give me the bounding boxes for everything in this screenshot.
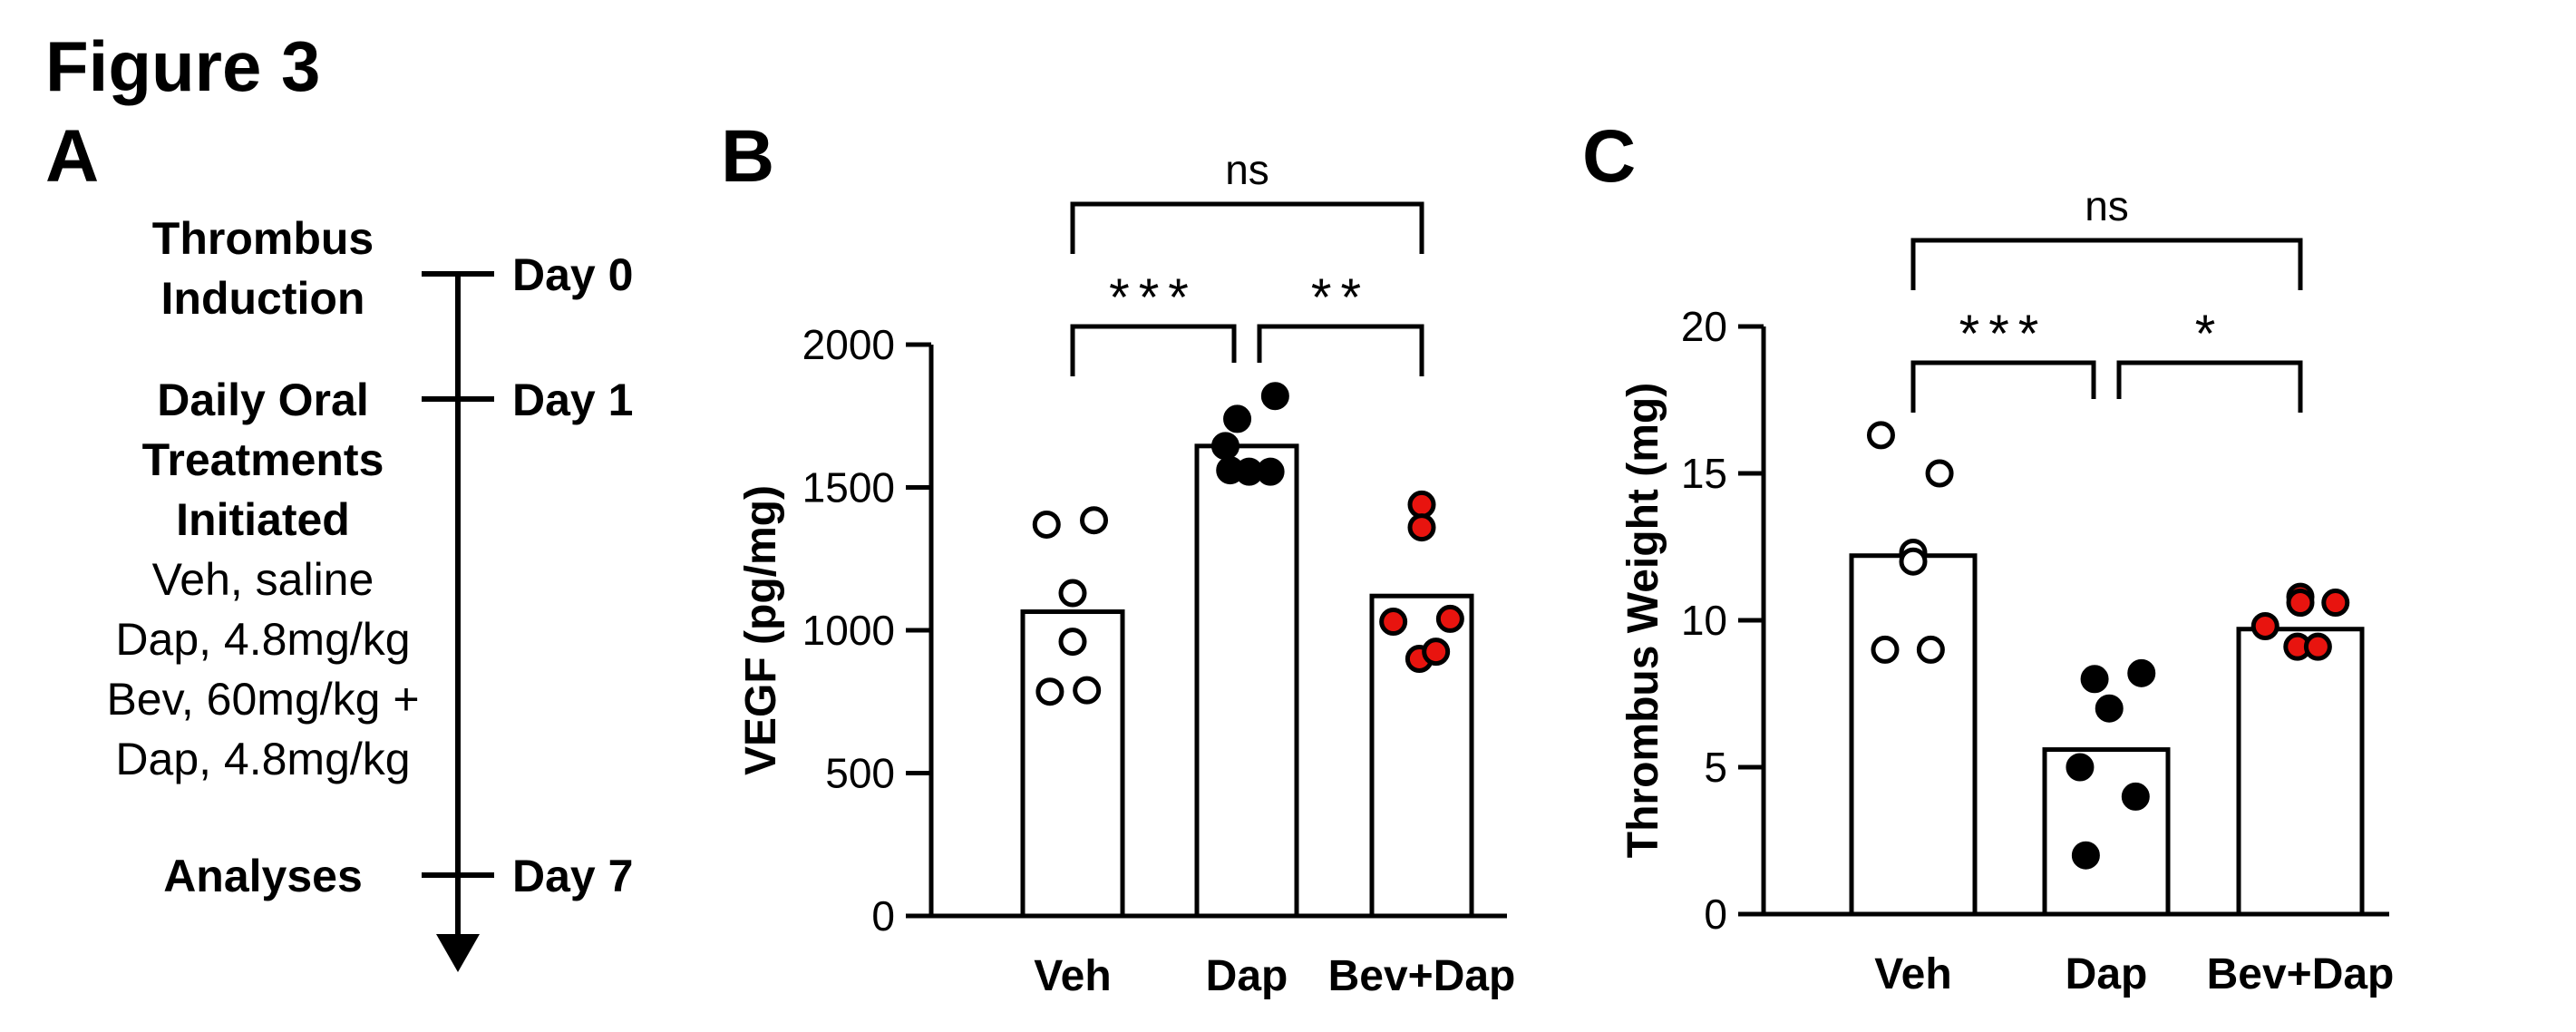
data-point: [1256, 457, 1285, 486]
significance-bracket: [1070, 324, 1237, 376]
significance-bracket: [2116, 360, 2303, 413]
data-point: [2080, 665, 2109, 694]
significance-label: ns: [2085, 182, 2129, 229]
x-tick-label: Veh: [1034, 952, 1111, 1000]
y-tick-label: 20: [1681, 303, 1727, 350]
y-tick-label: 0: [1704, 891, 1727, 938]
data-point: [1871, 635, 1900, 664]
data-point: [2250, 611, 2280, 640]
data-point: [1210, 432, 1239, 461]
data-point: [2121, 782, 2150, 811]
significance-label: **: [1311, 268, 1370, 327]
data-point: [2095, 694, 2124, 723]
timeline-treatment-detail: Dap, 4.8mg/kg: [115, 614, 410, 665]
bar-bev-dap: [1369, 593, 1474, 919]
data-point: [2127, 658, 2156, 687]
data-point: [1379, 608, 1408, 637]
y-tick-label: 15: [1681, 450, 1727, 497]
timeline-treatment-detail: Bev, 60mg/kg +: [106, 674, 419, 725]
data-point: [2303, 632, 2332, 661]
y-axis-label: VEGF (pg/mg): [737, 485, 785, 775]
data-point: [2071, 841, 2100, 870]
y-tick-label: 500: [825, 750, 895, 797]
panel-b-chart: B 0 500 1000 1500 2000 VEGF (pg/mg) Veh Dap Bev+D…: [721, 115, 1515, 1000]
data-point: [1899, 547, 1928, 576]
significance-bracket: [1257, 324, 1424, 376]
data-point: [1407, 513, 1436, 542]
y-tick-label: 2000: [802, 321, 895, 368]
timeline-event-label: Daily Oral: [157, 375, 368, 425]
significance-label: ***: [1109, 268, 1198, 327]
data-point: [1058, 628, 1087, 657]
y-tick-label: 1500: [802, 464, 895, 511]
panel-label: C: [1582, 115, 1636, 198]
data-point: [1260, 382, 1289, 411]
timeline-event-label: Initiated: [176, 494, 350, 545]
x-tick-label: Bev+Dap: [1328, 952, 1516, 1000]
significance-label: ***: [1959, 305, 2048, 364]
significance-label: *: [2195, 305, 2225, 364]
timeline-treatment-detail: Veh, saline: [152, 554, 374, 605]
timeline-treatment-detail: Dap, 4.8mg/kg: [115, 734, 410, 784]
timeline-arrowhead: [436, 934, 480, 972]
data-point: [1073, 676, 1102, 705]
data-point: [2066, 753, 2095, 782]
y-tick-label: 10: [1681, 597, 1727, 644]
panel-a-timeline: Day 0 Thrombus Induction Day 1 Daily Oral Tre…: [106, 213, 633, 972]
data-point: [1035, 677, 1064, 706]
data-point: [1866, 421, 1895, 450]
y-axis-label: Thrombus Weight (mg): [1619, 383, 1667, 858]
significance-bracket: [1070, 201, 1424, 254]
y-tick-label: 0: [871, 892, 895, 940]
timeline-event-label: Thrombus: [152, 213, 374, 264]
x-tick-label: Veh: [1874, 950, 1951, 998]
figure-title: Figure 3: [45, 26, 320, 106]
bar-bev-dap: [2236, 627, 2365, 917]
data-point: [1916, 635, 1945, 664]
significance-bracket: [1910, 360, 2096, 413]
data-point: [2286, 589, 2315, 618]
data-point: [1058, 579, 1087, 608]
bar-veh: [1849, 553, 1978, 917]
timeline-day-label: Day 0: [512, 249, 633, 300]
data-point: [1925, 459, 1954, 488]
timeline-event-label: Treatments: [142, 434, 384, 485]
timeline-day-label: Day 1: [512, 375, 633, 425]
bar-veh: [1020, 609, 1125, 919]
bar-dap: [2042, 747, 2171, 917]
data-point: [1223, 404, 1252, 433]
data-point: [1032, 510, 1061, 539]
timeline-event-label: Analyses: [163, 851, 363, 901]
significance-label: ns: [1225, 146, 1269, 193]
y-tick-label: 1000: [802, 607, 895, 654]
data-point: [1435, 604, 1464, 633]
data-point: [1422, 638, 1451, 667]
panel-c-chart: C 0 5 10 15 20 Thrombus Weight (mg) Veh Dap Bev+D…: [1582, 115, 2394, 998]
panel-label: B: [721, 115, 774, 198]
x-tick-label: Dap: [2066, 950, 2148, 998]
data-point: [1216, 456, 1245, 485]
data-point: [2321, 589, 2350, 618]
x-tick-label: Bev+Dap: [2207, 950, 2395, 998]
significance-bracket: [1910, 238, 2303, 290]
bar-dap: [1194, 443, 1299, 919]
y-tick-label: 5: [1704, 744, 1727, 791]
data-point: [1407, 490, 1436, 519]
panel-a-label: A: [45, 115, 99, 198]
x-tick-label: Dap: [1206, 952, 1288, 1000]
timeline-day-label: Day 7: [512, 851, 633, 901]
timeline-event-label: Induction: [161, 273, 365, 324]
data-point: [1080, 506, 1109, 535]
